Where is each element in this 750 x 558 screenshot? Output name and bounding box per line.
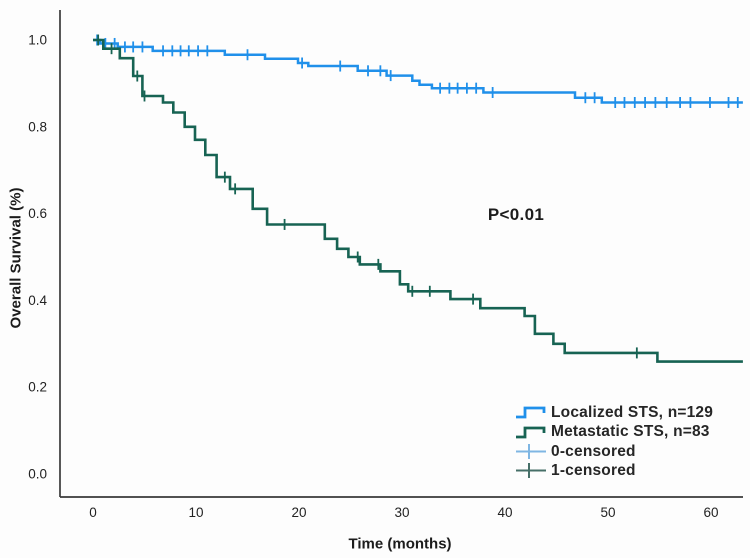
x-axis-title: Time (months) — [348, 535, 452, 553]
legend-label: Localized STS, n=129 — [551, 403, 714, 421]
censor-plus-icon — [516, 443, 546, 459]
x-tick-label: 30 — [394, 505, 409, 520]
p-value-annotation: P<0.01 — [487, 205, 545, 224]
y-tick-label: 0.4 — [28, 293, 47, 308]
y-tick-label: 0.2 — [28, 380, 47, 395]
x-tick-label: 60 — [703, 505, 718, 520]
survival-curve-metastatic — [93, 38, 743, 363]
legend-item-localized: Localized STS, n=129 — [515, 403, 713, 422]
axes — [59, 10, 743, 498]
legend-label: 1-censored — [551, 462, 636, 480]
axis-tick-labels: 0 10 20 30 40 50 60 0.0 0.2 0.4 0.6 0.8 1.0 — [28, 33, 718, 521]
y-axis-title: Overall Survival (%) — [7, 187, 25, 329]
legend: Localized STS, n=129 Metastatic STS, n=8… — [515, 403, 713, 481]
censor-plus-icon — [516, 463, 546, 479]
step-line-icon — [516, 426, 546, 438]
x-tick-label: 0 — [89, 505, 97, 520]
survival-curves — [93, 34, 743, 363]
x-tick-label: 20 — [291, 505, 306, 520]
legend-item-metastatic: Metastatic STS, n=83 — [515, 422, 713, 441]
survival-curve-localized — [93, 38, 743, 104]
y-tick-label: 0.0 — [28, 467, 47, 482]
y-tick-label: 1.0 — [28, 33, 47, 48]
x-tick-label: 40 — [497, 505, 512, 520]
legend-label: 0-censored — [551, 442, 636, 460]
y-tick-label: 0.6 — [28, 206, 47, 221]
x-tick-label: 50 — [600, 505, 615, 520]
legend-label: Metastatic STS, n=83 — [551, 423, 710, 441]
y-tick-label: 0.8 — [28, 119, 47, 134]
x-tick-label: 10 — [188, 505, 203, 520]
legend-item-1-censored: 1-censored — [515, 461, 713, 480]
step-line-icon — [516, 406, 546, 419]
legend-item-0-censored: 0-censored — [515, 442, 713, 461]
